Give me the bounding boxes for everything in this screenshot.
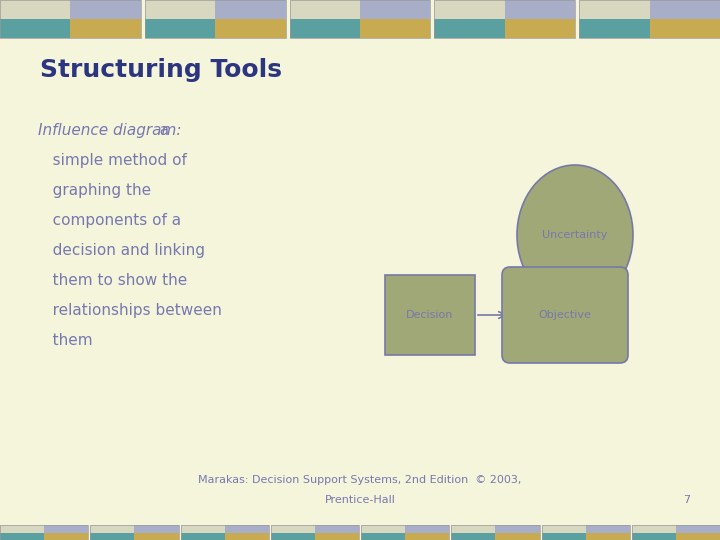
Text: Influence diagram:: Influence diagram: xyxy=(38,123,181,138)
Bar xyxy=(585,525,630,532)
Text: relationships between: relationships between xyxy=(38,303,222,318)
Bar xyxy=(181,532,225,540)
Bar xyxy=(495,532,539,540)
Text: Decision: Decision xyxy=(406,310,454,320)
Bar xyxy=(289,0,431,38)
Text: them: them xyxy=(38,333,93,348)
Bar xyxy=(145,0,215,19)
Bar xyxy=(649,19,720,38)
Bar xyxy=(315,525,359,532)
Bar xyxy=(676,532,720,540)
Bar xyxy=(145,19,215,38)
Bar xyxy=(71,0,141,19)
Bar xyxy=(44,525,89,532)
Text: graphing the: graphing the xyxy=(38,183,151,198)
Ellipse shape xyxy=(517,165,633,305)
Bar xyxy=(135,532,179,540)
Text: Objective: Objective xyxy=(539,310,591,320)
Bar xyxy=(90,525,179,540)
Bar xyxy=(215,0,286,19)
Text: Uncertainty: Uncertainty xyxy=(542,230,608,240)
Bar xyxy=(676,525,720,532)
Bar xyxy=(541,532,585,540)
Bar xyxy=(360,19,431,38)
Bar xyxy=(0,525,44,532)
Bar xyxy=(451,525,539,540)
Text: decision and linking: decision and linking xyxy=(38,243,205,258)
Bar xyxy=(289,19,360,38)
Bar xyxy=(405,532,449,540)
Text: Structuring Tools: Structuring Tools xyxy=(40,58,282,82)
Bar xyxy=(225,525,269,532)
Bar xyxy=(215,19,286,38)
Bar xyxy=(0,525,89,540)
Bar xyxy=(289,0,360,19)
Bar xyxy=(631,532,676,540)
Bar xyxy=(495,525,539,532)
Bar xyxy=(631,525,676,532)
Bar xyxy=(135,525,179,532)
Bar xyxy=(90,532,135,540)
Bar xyxy=(0,19,71,38)
Bar xyxy=(541,525,630,540)
Bar xyxy=(579,19,649,38)
Bar xyxy=(361,525,449,540)
Bar xyxy=(505,19,575,38)
Bar xyxy=(0,0,141,38)
Bar xyxy=(145,0,286,38)
Bar xyxy=(434,0,505,19)
Bar xyxy=(649,0,720,19)
Bar xyxy=(579,0,720,38)
Bar xyxy=(434,0,575,38)
Bar xyxy=(405,525,449,532)
Bar xyxy=(71,19,141,38)
Bar xyxy=(271,525,359,540)
FancyBboxPatch shape xyxy=(502,267,628,363)
Bar xyxy=(181,525,269,540)
Text: simple method of: simple method of xyxy=(38,153,187,168)
Bar xyxy=(44,532,89,540)
Bar xyxy=(225,532,269,540)
Bar xyxy=(434,19,505,38)
Bar xyxy=(90,525,135,532)
Text: Marakas: Decision Support Systems, 2nd Edition  © 2003,: Marakas: Decision Support Systems, 2nd E… xyxy=(198,475,522,485)
Bar xyxy=(0,0,71,19)
Bar xyxy=(585,532,630,540)
Bar xyxy=(315,532,359,540)
Bar xyxy=(541,525,585,532)
Bar xyxy=(360,0,431,19)
Bar xyxy=(579,0,649,19)
Bar xyxy=(271,532,315,540)
Bar xyxy=(361,525,405,532)
Bar xyxy=(385,275,475,355)
Bar xyxy=(271,525,315,532)
Bar xyxy=(631,525,720,540)
Bar xyxy=(451,525,495,532)
Bar xyxy=(451,532,495,540)
Bar xyxy=(0,532,44,540)
Bar xyxy=(181,525,225,532)
Bar xyxy=(361,532,405,540)
Text: a: a xyxy=(150,123,168,138)
Text: them to show the: them to show the xyxy=(38,273,187,288)
Text: 7: 7 xyxy=(683,495,690,505)
Bar xyxy=(505,0,575,19)
Text: components of a: components of a xyxy=(38,213,181,228)
Text: Prentice-Hall: Prentice-Hall xyxy=(325,495,395,505)
